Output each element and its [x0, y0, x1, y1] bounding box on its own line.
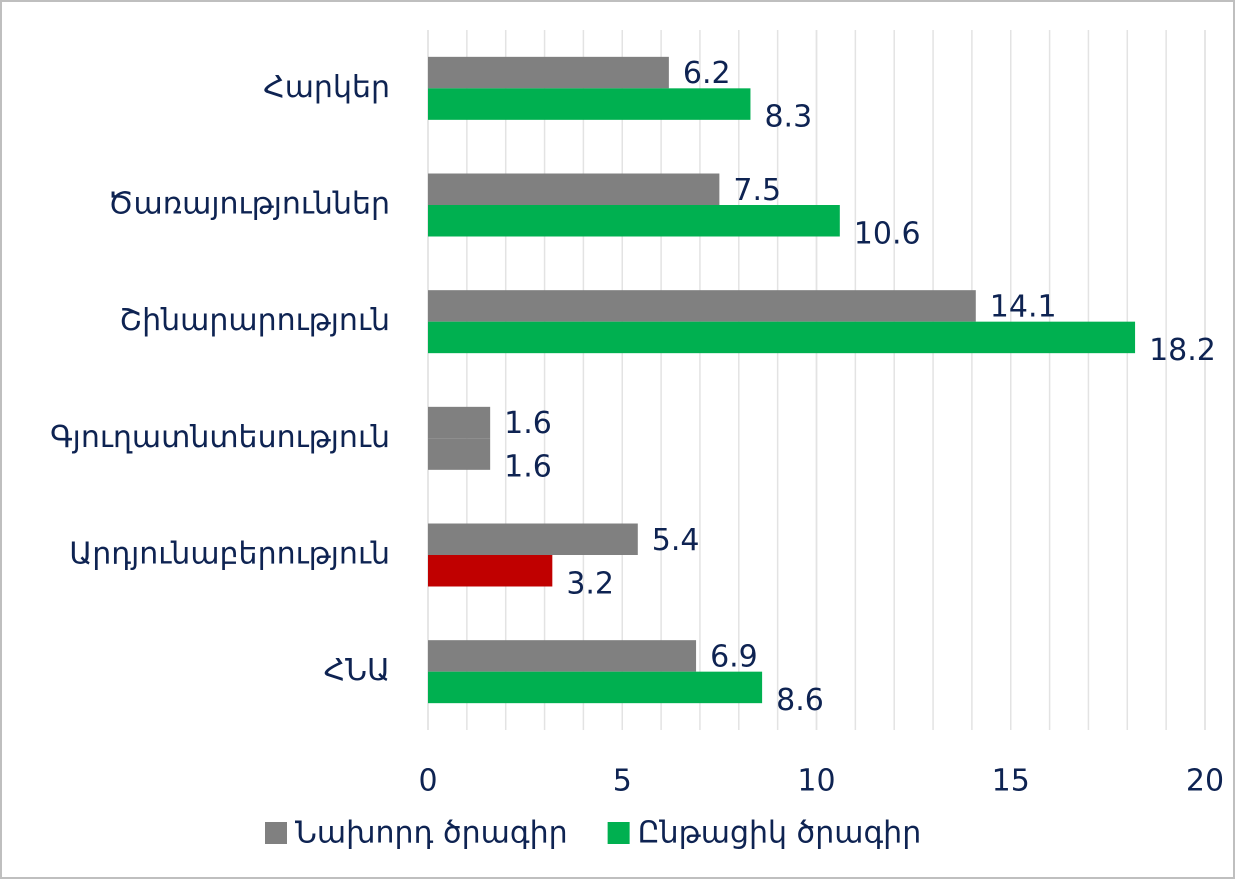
data-label: 7.5 — [733, 173, 781, 208]
y-tick-label: Արդյունաբերություն — [69, 537, 390, 572]
bar — [428, 438, 491, 470]
x-tick-label: 5 — [613, 764, 632, 799]
bar — [428, 406, 491, 439]
y-tick-label: Շինարարություն — [119, 303, 390, 338]
data-label: 6.9 — [710, 639, 758, 674]
y-tick-label: Գյուղատնտեսություն — [50, 420, 390, 455]
x-tick-label: 20 — [1186, 764, 1224, 799]
bar — [428, 88, 751, 120]
data-label: 10.6 — [854, 216, 921, 251]
data-label: 5.4 — [652, 523, 700, 558]
bar — [428, 56, 669, 89]
x-tick-label: 15 — [992, 764, 1030, 799]
bar — [428, 523, 638, 555]
bar — [428, 321, 1136, 354]
bar — [428, 671, 763, 704]
data-label: 18.2 — [1149, 333, 1216, 368]
bar — [428, 555, 553, 587]
y-tick-label: Հարկեր — [263, 70, 390, 105]
data-label: 6.2 — [683, 56, 731, 91]
x-tick-label: 10 — [797, 764, 835, 799]
y-tick-label: Ծառայություններ — [108, 187, 390, 222]
data-label: 8.3 — [764, 100, 812, 135]
data-label: 3.2 — [566, 566, 614, 601]
legend-swatch — [265, 822, 287, 844]
data-label: 1.6 — [504, 406, 552, 441]
legend-label: Նախորդ ծրագիր — [295, 816, 568, 851]
data-label: 8.6 — [776, 683, 824, 718]
x-tick-label: 0 — [418, 764, 437, 799]
y-tick-label: ՀՆԱ — [324, 653, 390, 688]
legend-swatch — [607, 822, 630, 844]
data-label: 1.6 — [504, 450, 552, 485]
bar — [428, 640, 697, 672]
bar — [428, 290, 976, 322]
legend-label: Ընթացիկ ծրագիր — [638, 816, 922, 851]
bar — [428, 205, 840, 237]
bar — [428, 173, 720, 205]
data-label: 14.1 — [990, 289, 1057, 324]
